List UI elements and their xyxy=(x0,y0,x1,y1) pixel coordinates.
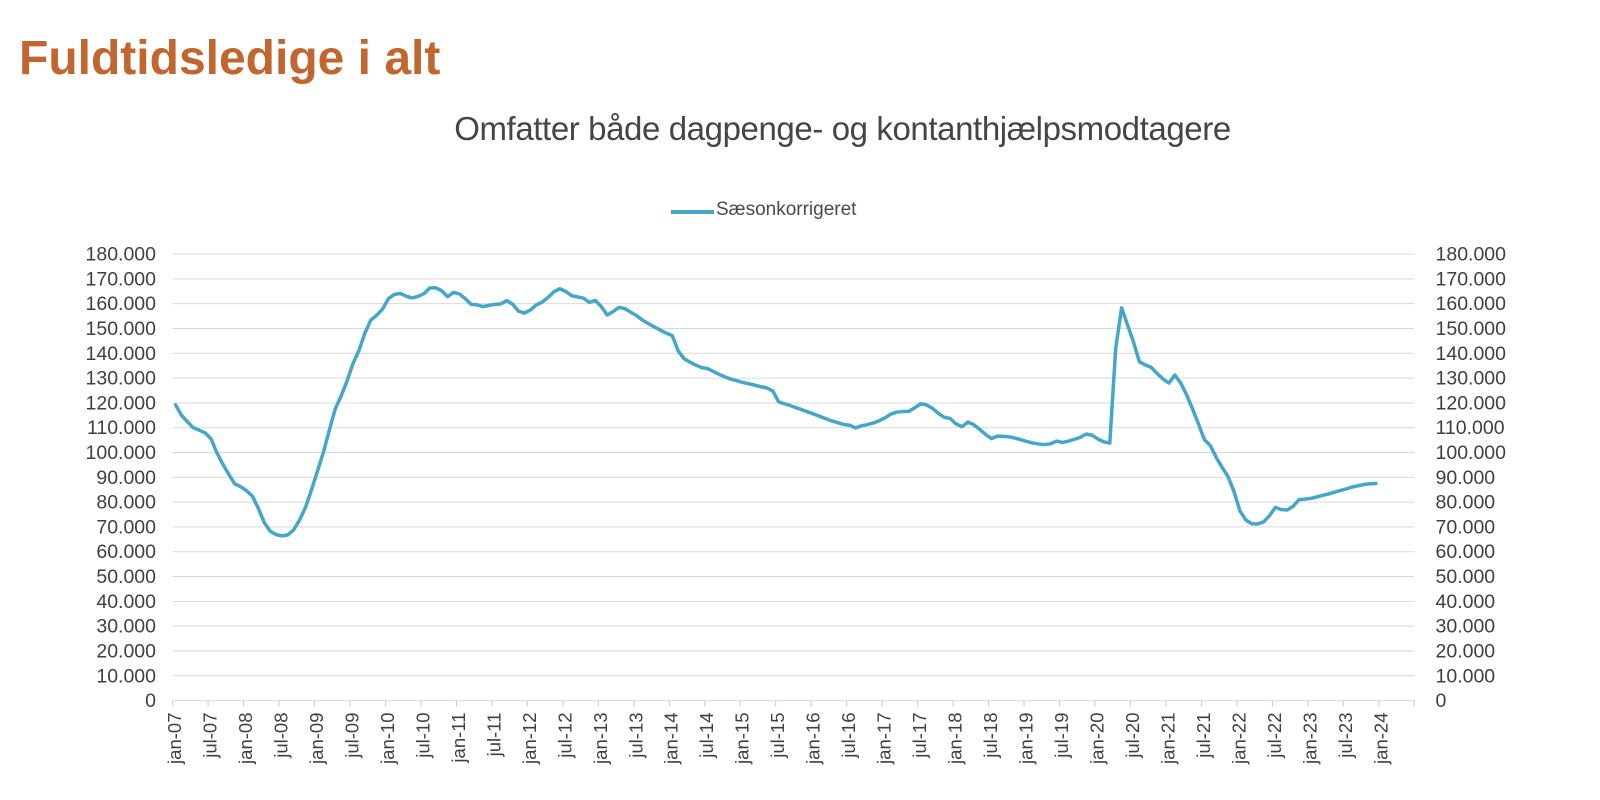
svg-text:160.000: 160.000 xyxy=(86,293,157,315)
svg-text:jan-20: jan-20 xyxy=(1086,713,1107,765)
svg-text:jul-16: jul-16 xyxy=(838,713,859,759)
svg-text:30.000: 30.000 xyxy=(1436,616,1496,638)
svg-text:jan-19: jan-19 xyxy=(1016,713,1037,765)
svg-text:130.000: 130.000 xyxy=(86,368,157,390)
svg-text:jul-22: jul-22 xyxy=(1264,713,1285,759)
svg-text:jan-15: jan-15 xyxy=(732,713,753,765)
svg-text:jul-09: jul-09 xyxy=(341,713,362,759)
svg-text:180.000: 180.000 xyxy=(1436,244,1507,266)
svg-text:jan-18: jan-18 xyxy=(945,713,966,765)
svg-text:jul-12: jul-12 xyxy=(554,713,575,759)
svg-text:jan-12: jan-12 xyxy=(519,713,540,765)
svg-text:jul-08: jul-08 xyxy=(270,713,291,759)
svg-text:50.000: 50.000 xyxy=(1436,566,1496,588)
svg-text:0: 0 xyxy=(1436,690,1447,712)
svg-text:140.000: 140.000 xyxy=(1436,343,1507,365)
svg-text:120.000: 120.000 xyxy=(1436,392,1507,414)
svg-text:30.000: 30.000 xyxy=(96,616,156,638)
svg-text:70.000: 70.000 xyxy=(1436,516,1496,538)
svg-text:140.000: 140.000 xyxy=(86,343,157,365)
svg-text:jan-24: jan-24 xyxy=(1370,713,1391,765)
svg-text:60.000: 60.000 xyxy=(1436,541,1496,563)
svg-text:170.000: 170.000 xyxy=(86,268,157,290)
svg-text:jan-10: jan-10 xyxy=(377,713,398,765)
svg-text:jul-10: jul-10 xyxy=(412,713,433,759)
svg-text:jul-15: jul-15 xyxy=(767,713,788,759)
svg-text:jan-14: jan-14 xyxy=(661,713,682,765)
svg-text:20.000: 20.000 xyxy=(96,641,156,663)
svg-text:jan-09: jan-09 xyxy=(306,713,327,765)
svg-text:jul-14: jul-14 xyxy=(696,713,717,759)
svg-text:40.000: 40.000 xyxy=(96,591,156,613)
svg-text:jul-18: jul-18 xyxy=(980,713,1001,759)
svg-text:jan-17: jan-17 xyxy=(874,713,895,765)
svg-text:150.000: 150.000 xyxy=(86,318,157,340)
svg-text:180.000: 180.000 xyxy=(86,244,157,266)
svg-text:jul-13: jul-13 xyxy=(625,713,646,759)
svg-text:jul-23: jul-23 xyxy=(1335,713,1356,759)
svg-text:110.000: 110.000 xyxy=(87,417,156,439)
svg-text:70.000: 70.000 xyxy=(96,516,156,538)
svg-text:160.000: 160.000 xyxy=(1436,293,1507,315)
svg-text:80.000: 80.000 xyxy=(1436,492,1496,514)
svg-text:80.000: 80.000 xyxy=(96,492,156,514)
svg-text:50.000: 50.000 xyxy=(96,566,156,588)
svg-text:170.000: 170.000 xyxy=(1436,268,1507,290)
svg-text:jan-16: jan-16 xyxy=(803,713,824,765)
svg-text:jul-07: jul-07 xyxy=(200,713,221,759)
svg-text:jan-11: jan-11 xyxy=(448,713,469,764)
svg-text:10.000: 10.000 xyxy=(1436,665,1496,687)
svg-text:jan-13: jan-13 xyxy=(590,713,611,765)
svg-text:jul-19: jul-19 xyxy=(1051,713,1072,759)
svg-text:jul-21: jul-21 xyxy=(1193,713,1214,759)
svg-text:90.000: 90.000 xyxy=(96,467,156,489)
svg-text:10.000: 10.000 xyxy=(96,665,156,687)
svg-text:100.000: 100.000 xyxy=(86,442,157,464)
svg-text:0: 0 xyxy=(145,690,156,712)
svg-text:jul-17: jul-17 xyxy=(909,713,930,759)
svg-text:20.000: 20.000 xyxy=(1436,641,1496,663)
svg-text:130.000: 130.000 xyxy=(1436,368,1507,390)
svg-text:jan-23: jan-23 xyxy=(1299,713,1320,765)
svg-text:110.000: 110.000 xyxy=(1436,417,1505,439)
svg-text:100.000: 100.000 xyxy=(1436,442,1507,464)
svg-text:jan-22: jan-22 xyxy=(1228,713,1249,765)
svg-text:jan-08: jan-08 xyxy=(235,713,256,765)
svg-text:150.000: 150.000 xyxy=(1436,318,1507,340)
svg-text:90.000: 90.000 xyxy=(1436,467,1496,489)
svg-text:jan-21: jan-21 xyxy=(1157,713,1178,765)
svg-text:jul-20: jul-20 xyxy=(1122,713,1143,759)
svg-text:120.000: 120.000 xyxy=(86,392,157,414)
svg-text:jul-11: jul-11 xyxy=(483,713,504,758)
svg-text:jan-07: jan-07 xyxy=(164,713,185,765)
svg-text:40.000: 40.000 xyxy=(1436,591,1496,613)
svg-text:60.000: 60.000 xyxy=(96,541,156,563)
